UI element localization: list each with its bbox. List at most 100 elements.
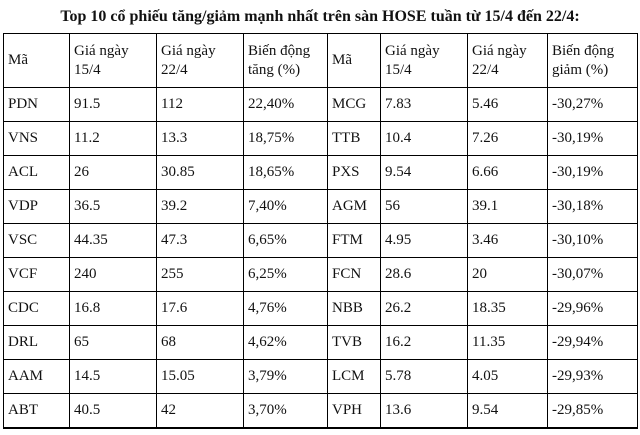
table-row: PDN 91.5 112 22,40% MCG 7.83 5.46 -30,27%: [3, 87, 638, 122]
table-cell: TVB: [327, 325, 381, 360]
table-cell: FTM: [327, 223, 381, 258]
table-cell: 9.54: [467, 393, 548, 428]
table-cell: 18,75%: [243, 121, 328, 156]
table-row: AAM 14.5 15.05 3,79% LCM 5.78 4.05 -29,93%: [3, 359, 638, 394]
table-cell: -29,96%: [547, 291, 638, 326]
table-cell: 40.5: [69, 393, 157, 428]
table-cell: 3,70%: [243, 393, 328, 428]
table-cell: 240: [69, 257, 157, 292]
table-cell: 4,62%: [243, 325, 328, 360]
table-cell: LCM: [327, 359, 381, 394]
table-cell: VPH: [327, 393, 381, 428]
table-cell: AAM: [3, 359, 70, 394]
table-cell: 7.83: [380, 87, 468, 122]
table-header: Mã Giá ngày 15/4 Giá ngày 22/4 Biến động…: [3, 33, 638, 88]
table-cell: 11.2: [69, 121, 157, 156]
table-cell: 6,25%: [243, 257, 328, 292]
table-cell: 255: [156, 257, 244, 292]
table-cell: ACL: [3, 155, 70, 190]
table-cell: 65: [69, 325, 157, 360]
table-cell: FCN: [327, 257, 381, 292]
table-cell: VSC: [3, 223, 70, 258]
table-row: ACL 26 30.85 18,65% PXS 9.54 6.66 -30,19%: [3, 155, 638, 190]
table-cell: 17.6: [156, 291, 244, 326]
table-cell: 3,79%: [243, 359, 328, 394]
table-cell: TTB: [327, 121, 381, 156]
table-cell: VNS: [3, 121, 70, 156]
table-cell: 7.26: [467, 121, 548, 156]
header-cell-change-gain: Biến động tăng (%): [243, 33, 328, 88]
table-row: CDC 16.8 17.6 4,76% NBB 26.2 18.35 -29,96%: [3, 291, 638, 326]
table-cell: -30,10%: [547, 223, 638, 258]
table-cell: 36.5: [69, 189, 157, 224]
table-cell: -29,94%: [547, 325, 638, 360]
table-cell: 5.78: [380, 359, 468, 394]
table-cell: -30,07%: [547, 257, 638, 292]
table-cell: -29,85%: [547, 393, 638, 428]
table-cell: 30.85: [156, 155, 244, 190]
table-cell: PDN: [3, 87, 70, 122]
table-cell: 7,40%: [243, 189, 328, 224]
table-cell: 39.2: [156, 189, 244, 224]
table-cell: 11.35: [467, 325, 548, 360]
table-cell: 26: [69, 155, 157, 190]
table-cell: -30,19%: [547, 121, 638, 156]
table-cell: 4.05: [467, 359, 548, 394]
table-cell: 56: [380, 189, 468, 224]
table-cell: -30,18%: [547, 189, 638, 224]
table-cell: 14.5: [69, 359, 157, 394]
table-cell: 28.6: [380, 257, 468, 292]
table-cell: 15.05: [156, 359, 244, 394]
table-cell: VCF: [3, 257, 70, 292]
table-cell: 68: [156, 325, 244, 360]
table-cell: 44.35: [69, 223, 157, 258]
header-cell-price-15-4-gain: Giá ngày 15/4: [69, 33, 157, 88]
header-cell-price-22-4-gain: Giá ngày 22/4: [156, 33, 244, 88]
stock-table: Mã Giá ngày 15/4 Giá ngày 22/4 Biến động…: [3, 33, 638, 429]
table-cell: 16.2: [380, 325, 468, 360]
table-cell: -30,27%: [547, 87, 638, 122]
table-cell: 13.6: [380, 393, 468, 428]
table-cell: 3.46: [467, 223, 548, 258]
table-cell: CDC: [3, 291, 70, 326]
table-cell: 18,65%: [243, 155, 328, 190]
table-cell: VDP: [3, 189, 70, 224]
table-row: VCF 240 255 6,25% FCN 28.6 20 -30,07%: [3, 257, 638, 292]
table-cell: 4,76%: [243, 291, 328, 326]
header-cell-price-22-4-loss: Giá ngày 22/4: [467, 33, 548, 88]
table-body: PDN 91.5 112 22,40% MCG 7.83 5.46 -30,27% VNS 11.…: [3, 87, 638, 428]
table-row: VSC 44.35 47.3 6,65% FTM 4.95 3.46 -30,10%: [3, 223, 638, 258]
table-cell: 4.95: [380, 223, 468, 258]
table-cell: -29,93%: [547, 359, 638, 394]
table-row: VNS 11.2 13.3 18,75% TTB 10.4 7.26 -30,19%: [3, 121, 638, 156]
table-cell: 5.46: [467, 87, 548, 122]
table-row: VDP 36.5 39.2 7,40% AGM 56 39.1 -30,18%: [3, 189, 638, 224]
table-cell: 39.1: [467, 189, 548, 224]
table-cell: 9.54: [380, 155, 468, 190]
table-cell: AGM: [327, 189, 381, 224]
header-cell-ticker-gain: Mã: [3, 33, 70, 88]
header-cell-price-15-4-loss: Giá ngày 15/4: [380, 33, 468, 88]
table-row: DRL 65 68 4,62% TVB 16.2 11.35 -29,94%: [3, 325, 638, 360]
table-cell: -30,19%: [547, 155, 638, 190]
table-cell: 6.66: [467, 155, 548, 190]
table-cell: 20: [467, 257, 548, 292]
table-cell: 42: [156, 393, 244, 428]
header-cell-ticker-loss: Mã: [327, 33, 381, 88]
table-cell: DRL: [3, 325, 70, 360]
table-cell: 112: [156, 87, 244, 122]
table-cell: 6,65%: [243, 223, 328, 258]
header-row: Mã Giá ngày 15/4 Giá ngày 22/4 Biến động…: [3, 33, 638, 88]
header-cell-change-loss: Biến động giảm (%): [547, 33, 638, 88]
table-cell: MCG: [327, 87, 381, 122]
table-row: ABT 40.5 42 3,70% VPH 13.6 9.54 -29,85%: [3, 393, 638, 428]
table-cell: 13.3: [156, 121, 244, 156]
table-cell: ABT: [3, 393, 70, 428]
table-cell: 10.4: [380, 121, 468, 156]
table-cell: PXS: [327, 155, 381, 190]
table-cell: 16.8: [69, 291, 157, 326]
table-cell: 26.2: [380, 291, 468, 326]
table-cell: 47.3: [156, 223, 244, 258]
table-cell: 91.5: [69, 87, 157, 122]
